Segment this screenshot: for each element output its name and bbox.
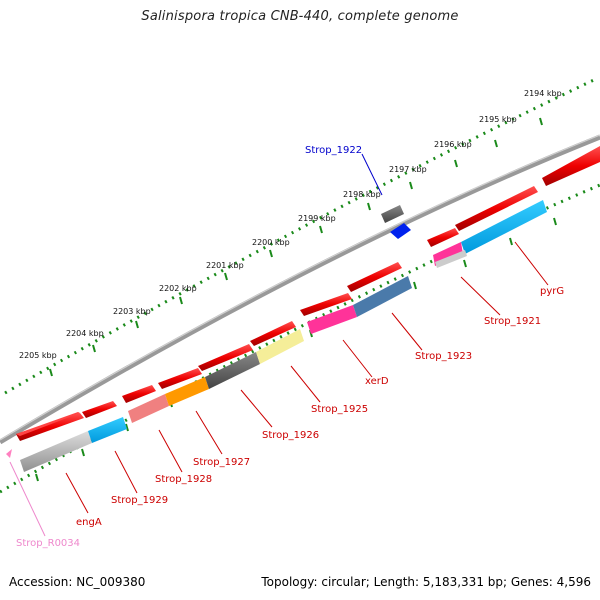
scale-label-2196: 2196 kbp xyxy=(434,140,472,149)
cds-forward-1[interactable] xyxy=(16,413,84,441)
label-strop1925[interactable]: Strop_1925 xyxy=(311,404,368,415)
block-magenta-xerd[interactable] xyxy=(307,305,357,334)
major-ticks-inner xyxy=(35,217,557,482)
colored-gene-blocks xyxy=(6,200,547,472)
block-grey-right[interactable] xyxy=(435,250,467,268)
map-title: Salinispora tropica CNB-440, complete ge… xyxy=(141,9,459,24)
trna-strop-r0034[interactable] xyxy=(6,449,12,458)
cds-forward-11[interactable] xyxy=(542,146,600,186)
block-pink-1928[interactable] xyxy=(128,394,169,423)
block-grey-left[interactable] xyxy=(20,431,92,472)
genome-backbone xyxy=(0,134,600,445)
label-strop1927[interactable]: Strop_1927 xyxy=(193,457,250,468)
cds-forward-7[interactable] xyxy=(300,293,352,316)
major-ticks-outer xyxy=(49,117,543,377)
scale-label-2203: 2203 kbp xyxy=(113,307,151,316)
label-pyrg[interactable]: pyrG xyxy=(540,286,564,297)
label-strop1921[interactable]: Strop_1921 xyxy=(484,316,541,327)
label-strop1928[interactable]: Strop_1928 xyxy=(155,474,212,485)
block-dark-1926[interactable] xyxy=(205,352,260,389)
label-strop1923[interactable]: Strop_1923 xyxy=(415,351,472,362)
cds-forward-3[interactable] xyxy=(122,385,156,403)
label-leader-lines xyxy=(9,153,549,537)
block-cyan-pyrg[interactable] xyxy=(461,200,547,254)
block-yellow-1925[interactable] xyxy=(256,329,304,364)
scale-label-2204: 2204 kbp xyxy=(66,329,104,338)
cds-forward-2[interactable] xyxy=(82,401,117,418)
cds-forward-8[interactable] xyxy=(347,262,402,292)
scale-label-2205: 2205 kbp xyxy=(19,351,57,360)
scale-label-2199: 2199 kbp xyxy=(298,214,336,223)
forward-strand-genes xyxy=(16,146,600,441)
label-strop1926[interactable]: Strop_1926 xyxy=(262,430,319,441)
cds-forward-10[interactable] xyxy=(455,186,538,231)
cds-forward-6[interactable] xyxy=(250,321,296,346)
gene-strop1922-grey[interactable] xyxy=(381,205,404,223)
accession-label: Accession: NC_009380 xyxy=(9,575,146,589)
label-strop1922[interactable]: Strop_1922 xyxy=(305,145,362,156)
gene-strop1922-blue[interactable] xyxy=(390,223,411,239)
scale-label-2197: 2197 kbp xyxy=(389,165,427,174)
outer-scale-track xyxy=(4,76,599,395)
scale-label-2194: 2194 kbp xyxy=(524,89,562,98)
label-enga[interactable]: engA xyxy=(76,517,102,528)
scale-label-2200: 2200 kbp xyxy=(252,238,290,247)
scale-label-2201: 2201 kbp xyxy=(206,261,244,270)
scale-label-2195: 2195 kbp xyxy=(479,115,517,124)
scale-label-2198: 2198 kbp xyxy=(343,190,381,199)
label-strop-r0034[interactable]: Strop_R0034 xyxy=(16,538,80,549)
label-strop1929[interactable]: Strop_1929 xyxy=(111,495,168,506)
label-xerd[interactable]: xerD xyxy=(365,376,389,387)
block-orange-1927[interactable] xyxy=(165,377,209,406)
cds-forward-9[interactable] xyxy=(427,228,459,247)
block-cyan-left[interactable] xyxy=(88,417,127,443)
scale-label-2202: 2202 kbp xyxy=(159,284,197,293)
genome-summary: Topology: circular; Length: 5,183,331 bp… xyxy=(261,575,591,589)
block-steelblue-1923[interactable] xyxy=(353,276,412,317)
cds-forward-5[interactable] xyxy=(198,344,253,371)
cds-forward-4[interactable] xyxy=(158,368,202,389)
